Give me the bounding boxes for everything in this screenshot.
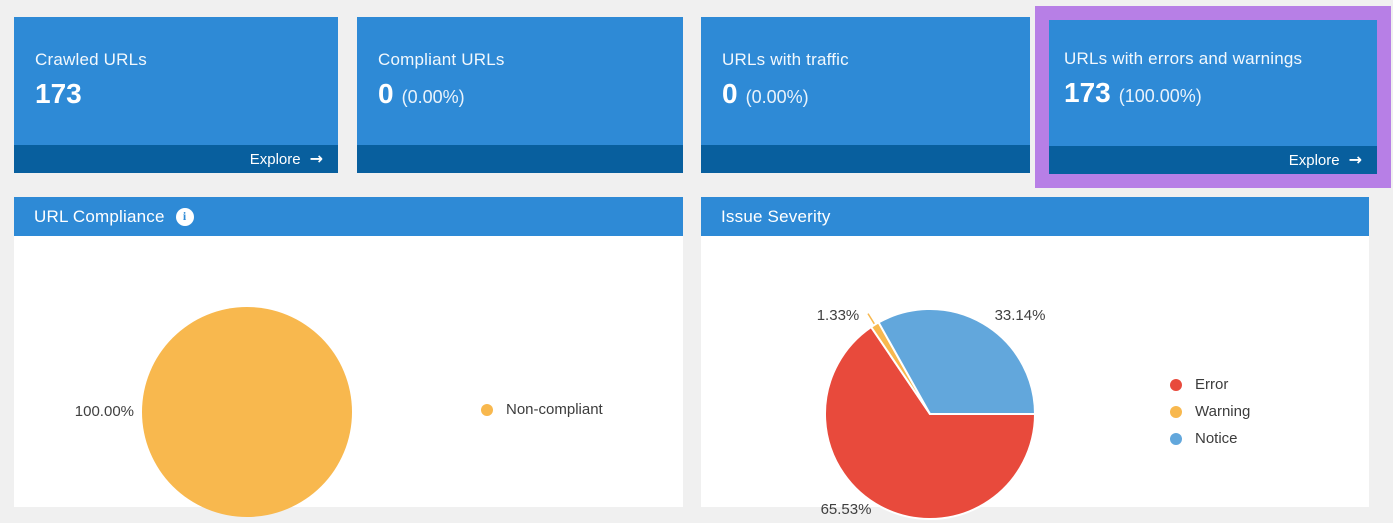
- card-footer: Explore →: [1049, 146, 1377, 174]
- card-body: Compliant URLs 0 (0.00%): [357, 17, 683, 145]
- card-value: 173: [35, 78, 82, 109]
- card-urls-with-traffic: URLs with traffic 0 (0.00%): [701, 17, 1030, 173]
- issue-severity-pie-chart[interactable]: [810, 294, 1050, 523]
- pie-label-connector: [867, 313, 875, 325]
- pie-label-warning: 1.33%: [816, 307, 860, 324]
- panel-body: 100.00% Non-compliant: [14, 236, 683, 517]
- legend: Error Warning Notice: [1170, 371, 1250, 452]
- panel-title: URL Compliance: [34, 206, 165, 226]
- card-value: 0: [722, 78, 738, 109]
- legend-label: Notice: [1195, 430, 1238, 447]
- panel-title: Issue Severity: [721, 206, 831, 226]
- pie-label-notice: 33.14%: [994, 307, 1046, 324]
- legend-item-warning[interactable]: Warning: [1170, 398, 1250, 425]
- card-percent: (0.00%): [401, 87, 465, 107]
- legend-item-notice[interactable]: Notice: [1170, 425, 1250, 452]
- card-compliant-urls: Compliant URLs 0 (0.00%): [357, 17, 683, 173]
- explore-link[interactable]: Explore →: [250, 151, 323, 168]
- card-title: URLs with errors and warnings: [1064, 49, 1303, 68]
- legend-item-error[interactable]: Error: [1170, 371, 1250, 398]
- card-body: URLs with traffic 0 (0.00%): [701, 17, 1030, 145]
- card-value: 173: [1064, 77, 1111, 108]
- card-title: Compliant URLs: [378, 50, 505, 69]
- legend-label: Error: [1195, 376, 1229, 393]
- info-icon[interactable]: i: [175, 207, 194, 226]
- card-footer: [701, 145, 1030, 173]
- panel-header: URL Compliance i: [14, 197, 683, 236]
- explore-link[interactable]: Explore →: [1289, 152, 1362, 169]
- legend-label: Warning: [1195, 403, 1251, 420]
- panel-url-compliance: URL Compliance i 100.00% Non-compliant: [14, 197, 683, 517]
- legend-dot: [1170, 432, 1182, 445]
- card-footer: Explore →: [14, 145, 338, 173]
- pie-slice-notice[interactable]: [877, 308, 1037, 415]
- card-crawled-urls: Crawled URLs 173 Explore →: [14, 17, 338, 173]
- card-body: URLs with errors and warnings 173 (100.0…: [1049, 20, 1377, 146]
- explore-label: Explore: [249, 150, 301, 168]
- arrow-right-icon: →: [309, 149, 323, 168]
- pie-slice-error[interactable]: [824, 325, 1037, 520]
- card-body: Crawled URLs 173: [14, 17, 338, 145]
- highlight-box: URLs with errors and warnings 173 (100.0…: [1035, 6, 1391, 188]
- arrow-right-icon: →: [1348, 150, 1362, 169]
- card-value: 0: [378, 78, 394, 109]
- url-compliance-pie-chart[interactable]: [127, 292, 367, 523]
- card-title: URLs with traffic: [722, 50, 849, 69]
- legend-dot: [1170, 378, 1182, 391]
- card-percent: (0.00%): [745, 87, 809, 107]
- panel-header: Issue Severity: [701, 197, 1369, 236]
- explore-label: Explore: [1288, 151, 1340, 169]
- pie-label-error: 65.53%: [820, 501, 872, 518]
- legend-dot: [1170, 405, 1182, 418]
- card-urls-with-errors-and-warnings: URLs with errors and warnings 173 (100.0…: [1049, 20, 1377, 174]
- legend: Non-compliant: [481, 396, 603, 423]
- legend-label: Non-compliant: [506, 401, 603, 418]
- legend-item-non-compliant[interactable]: Non-compliant: [481, 396, 603, 423]
- card-footer: [357, 145, 683, 173]
- pie-slice-non-compliant[interactable]: [142, 307, 352, 517]
- panel-issue-severity: Issue Severity 1.33% 33.14% 65.53% Error…: [701, 197, 1369, 520]
- card-title: Crawled URLs: [35, 50, 147, 69]
- panel-body: 1.33% 33.14% 65.53% Error Warning Notice: [701, 236, 1369, 520]
- pie-label-non-compliant: 100.00%: [74, 403, 134, 420]
- card-percent: (100.00%): [1118, 86, 1202, 106]
- legend-dot: [481, 403, 493, 416]
